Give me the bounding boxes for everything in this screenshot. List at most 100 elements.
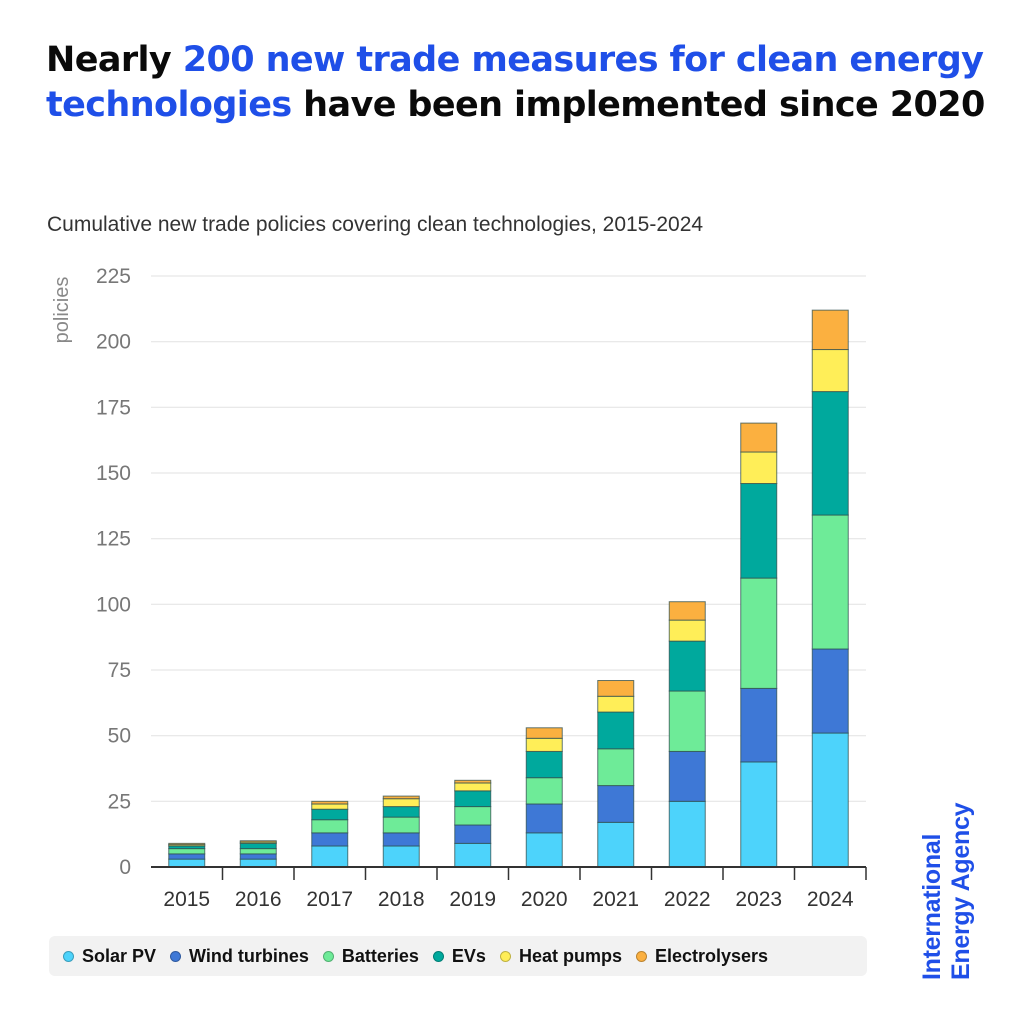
- headline-highlight: 200 new trade measures for clean energy …: [46, 40, 984, 125]
- y-tick-label: 150: [96, 462, 131, 485]
- bar-segment-wind-turbines: [311, 832, 349, 847]
- y-tick-label: 175: [96, 396, 131, 419]
- bar-segment-heat-pumps: [668, 619, 706, 642]
- bar-segment-batteries: [597, 748, 635, 787]
- x-axis: 2015 2016 2017 2018 2019 2020 2021 2022 2023 2024: [151, 866, 867, 911]
- bar-stack-2024: [811, 309, 849, 868]
- bar-stack-2021: [597, 680, 635, 868]
- legend-swatch-icon: [170, 950, 182, 962]
- bar-segment-electrolysers: [740, 422, 778, 453]
- bar-segment-solar-pv: [168, 858, 206, 868]
- bar-segment-solar-pv: [454, 842, 492, 868]
- headline-suffix: have been implemented since 2020: [291, 85, 985, 125]
- x-tick-label: 2017: [306, 888, 353, 911]
- bar-segment-evs: [311, 808, 349, 821]
- x-tick-label: 2015: [163, 888, 210, 911]
- x-tick-label: 2018: [378, 888, 425, 911]
- x-tick-label: 2022: [664, 888, 711, 911]
- y-tick-label: 75: [108, 659, 131, 682]
- bar-segment-solar-pv: [239, 858, 277, 868]
- bar-stack-2020: [525, 727, 563, 868]
- legend-swatch-icon: [63, 950, 74, 962]
- legend: Solar PV Wind turbines Batteries EVs Heat pu…: [49, 936, 867, 976]
- bar-segment-electrolysers: [382, 795, 420, 800]
- bar-segment-wind-turbines: [525, 803, 563, 834]
- bar-segment-electrolysers: [239, 840, 277, 843]
- headline-prefix: Nearly: [46, 40, 183, 80]
- x-tick-label: 2023: [735, 888, 782, 911]
- bar-segment-heat-pumps: [454, 782, 492, 792]
- chart-headline: Nearly 200 new trade measures for clean …: [46, 38, 986, 128]
- x-tick-label: 2020: [521, 888, 568, 911]
- bar-segment-evs: [740, 483, 778, 579]
- bar-segment-evs: [811, 391, 849, 516]
- bar-segment-electrolysers: [811, 309, 849, 351]
- legend-label: Wind turbines: [189, 945, 309, 966]
- bar-segment-batteries: [454, 806, 492, 826]
- bar-stack-2015: [168, 842, 206, 868]
- y-tick-label: 0: [119, 856, 131, 879]
- bar-segment-solar-pv: [811, 732, 849, 868]
- y-tick-label: 50: [108, 725, 131, 748]
- x-tick-label: 2019: [449, 888, 496, 911]
- legend-item: Wind turbines: [170, 946, 309, 967]
- bar-segment-wind-turbines: [811, 648, 849, 734]
- bar-segment-evs: [239, 842, 277, 850]
- bar-stack-2016: [239, 840, 277, 868]
- bar-stack-2018: [382, 795, 420, 868]
- bar-segment-heat-pumps: [311, 803, 349, 810]
- legend-swatch-icon: [499, 950, 511, 962]
- x-tick-label: 2016: [235, 888, 282, 911]
- bar-segment-batteries: [382, 816, 420, 834]
- bar-segment-batteries: [168, 848, 206, 855]
- bar-segment-wind-turbines: [668, 750, 706, 802]
- bar-segment-electrolysers: [668, 601, 706, 621]
- legend-label: EVs: [451, 945, 486, 966]
- iea-logo: International Energy Agency: [918, 780, 990, 980]
- bar-stack-2019: [454, 779, 492, 868]
- legend-label: Solar PV: [82, 945, 157, 966]
- bar-segment-batteries: [525, 777, 563, 805]
- bar-stack-2023: [740, 422, 778, 868]
- bar-segment-wind-turbines: [454, 824, 492, 844]
- legend-item: Electrolysers: [635, 945, 769, 967]
- bar-segment-evs: [668, 640, 706, 692]
- bar-segment-electrolysers: [454, 779, 492, 784]
- bar-segment-electrolysers: [525, 727, 563, 739]
- bar-segment-batteries: [811, 514, 849, 650]
- bar-segment-solar-pv: [311, 845, 349, 868]
- legend-label: Electrolysers: [654, 945, 769, 966]
- bar-stack-2022: [668, 601, 706, 868]
- bar-segment-batteries: [311, 819, 349, 834]
- legend-item: Solar PV: [63, 946, 156, 967]
- y-tick-label: 100: [96, 593, 131, 616]
- x-tick-label: 2021: [592, 888, 639, 911]
- bar-segment-wind-turbines: [382, 832, 420, 847]
- legend-item: Heat pumps: [499, 945, 622, 967]
- brand-line-1: International: [918, 833, 946, 980]
- legend-label: Heat pumps: [518, 945, 622, 966]
- legend-item: EVs: [432, 945, 486, 967]
- legend-item: Batteries: [322, 946, 419, 967]
- legend-swatch-icon: [635, 950, 647, 962]
- bar-segment-wind-turbines: [168, 853, 206, 860]
- bar-segment-electrolysers: [597, 680, 635, 697]
- bar-stack-2017: [311, 800, 349, 868]
- bars: [168, 309, 849, 868]
- brand-line-2: Energy Agency: [947, 802, 975, 980]
- bar-segment-electrolysers: [311, 800, 349, 805]
- y-tick-label: 225: [96, 265, 131, 288]
- y-axis-ticks: 0 25 50 75 100 125 150 175 200 225: [96, 265, 131, 879]
- bar-segment-wind-turbines: [239, 853, 277, 860]
- bar-segment-heat-pumps: [382, 798, 420, 808]
- bar-segment-evs: [525, 750, 563, 779]
- chart-subtitle: Cumulative new trade policies covering c…: [47, 213, 704, 236]
- bar-segment-batteries: [740, 577, 778, 689]
- legend-swatch-icon: [322, 950, 334, 962]
- bar-segment-batteries: [668, 690, 706, 752]
- bar-segment-batteries: [239, 848, 277, 855]
- y-axis-label: policies: [51, 277, 73, 344]
- bar-segment-wind-turbines: [740, 687, 778, 763]
- bar-segment-heat-pumps: [811, 349, 849, 393]
